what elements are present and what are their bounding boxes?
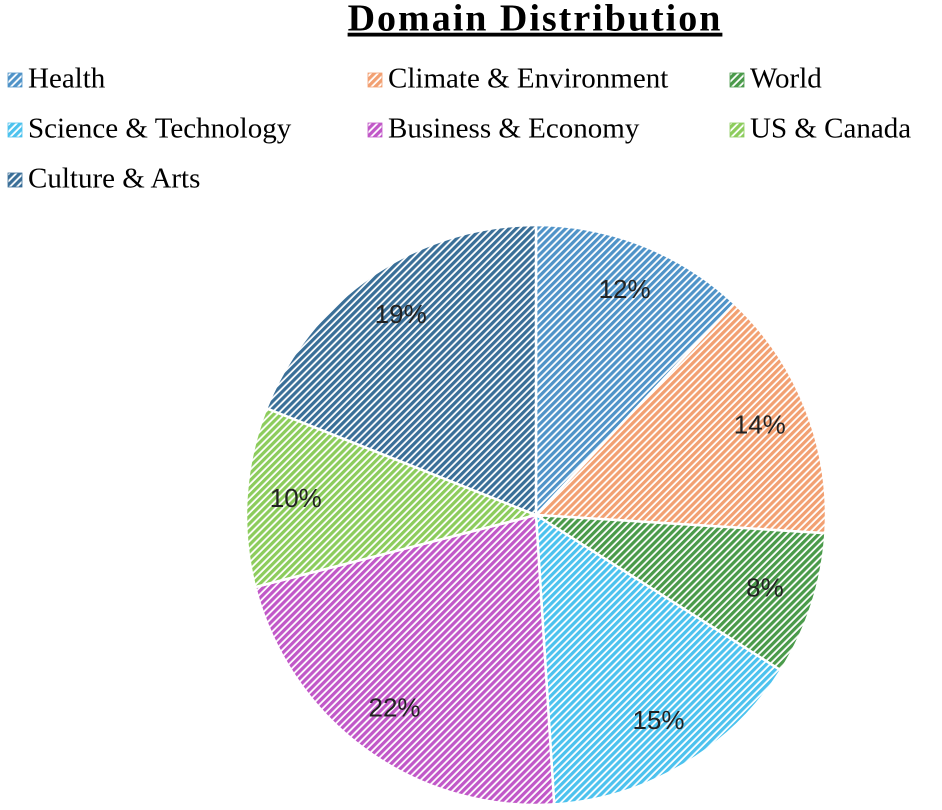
legend-label: World bbox=[750, 63, 822, 95]
data-label: 14% bbox=[734, 409, 786, 439]
legend-marker bbox=[367, 72, 383, 88]
data-label: 15% bbox=[633, 705, 685, 735]
legend-marker bbox=[7, 172, 23, 188]
pie-slice bbox=[244, 406, 541, 589]
legend-label: Climate & Environment bbox=[388, 63, 668, 95]
data-label: 12% bbox=[599, 274, 651, 304]
pie-slice bbox=[535, 513, 827, 673]
pie-slice bbox=[534, 512, 783, 806]
data-label: 8% bbox=[746, 572, 784, 602]
legend-marker bbox=[729, 122, 745, 138]
legend-label: Health bbox=[28, 63, 106, 95]
chart-title: Domain Distribution bbox=[348, 0, 723, 40]
data-label: 19% bbox=[375, 299, 427, 329]
pie-slice bbox=[533, 301, 828, 535]
pie-slice bbox=[253, 513, 556, 807]
legend-marker bbox=[7, 72, 23, 88]
legend-label: Culture & Arts bbox=[28, 163, 200, 195]
legend-label: Business & Economy bbox=[388, 113, 640, 145]
legend-marker bbox=[7, 122, 23, 138]
legend-label: US & Canada bbox=[750, 113, 911, 145]
pie-slice bbox=[264, 223, 538, 517]
pie-slice bbox=[534, 223, 737, 519]
legend-marker bbox=[729, 72, 745, 88]
data-label: 10% bbox=[270, 483, 322, 513]
legend-label: Science & Technology bbox=[28, 113, 292, 145]
legend-marker bbox=[367, 122, 383, 138]
data-label: 22% bbox=[368, 693, 420, 723]
